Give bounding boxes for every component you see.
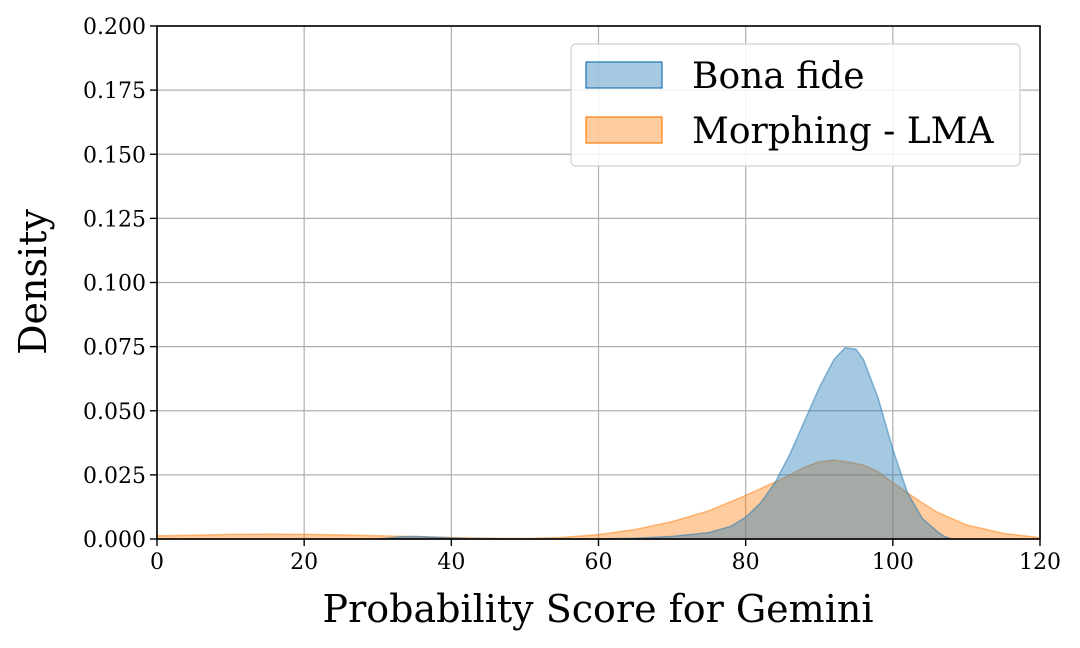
y-tick-label: 0.075 (83, 336, 146, 361)
legend-label-bona-fide: Bona fide (692, 56, 865, 97)
legend: Bona fide Morphing - LMA (570, 43, 1021, 167)
density-area-morphing-lma (156, 459, 1041, 540)
x-tick-label: 20 (290, 550, 318, 575)
y-tick-label: 0.125 (83, 207, 146, 232)
y-tick-label: 0.050 (83, 400, 146, 425)
y-axis-title: Density (11, 209, 55, 355)
density-area-bona-fide (377, 347, 952, 540)
y-tick-label: 0.025 (83, 464, 146, 489)
y-tick-label: 0.100 (83, 272, 146, 297)
legend-box (570, 43, 1021, 167)
legend-label-morphing-lma: Morphing - LMA (692, 111, 995, 152)
x-tick-label: 100 (872, 550, 914, 575)
x-tick-label: 40 (437, 550, 465, 575)
x-tick-label: 120 (1019, 550, 1061, 575)
y-tick-label: 0.175 (83, 79, 146, 104)
y-tick-label: 0.000 (83, 528, 146, 553)
ticks: 0 20 40 60 80 100 120 0.000 0.025 0.050 0.075 0.100… (83, 15, 1061, 575)
x-tick-label: 80 (732, 550, 760, 575)
x-tick-label: 0 (150, 550, 164, 575)
y-tick-label: 0.200 (83, 15, 146, 40)
x-tick-label: 60 (585, 550, 613, 575)
legend-swatch-morphing-lma (585, 116, 663, 144)
y-tick-label: 0.150 (83, 143, 146, 168)
x-axis-title: Probability Score for Gemini (323, 587, 874, 631)
legend-swatch-bona-fide (585, 61, 663, 89)
